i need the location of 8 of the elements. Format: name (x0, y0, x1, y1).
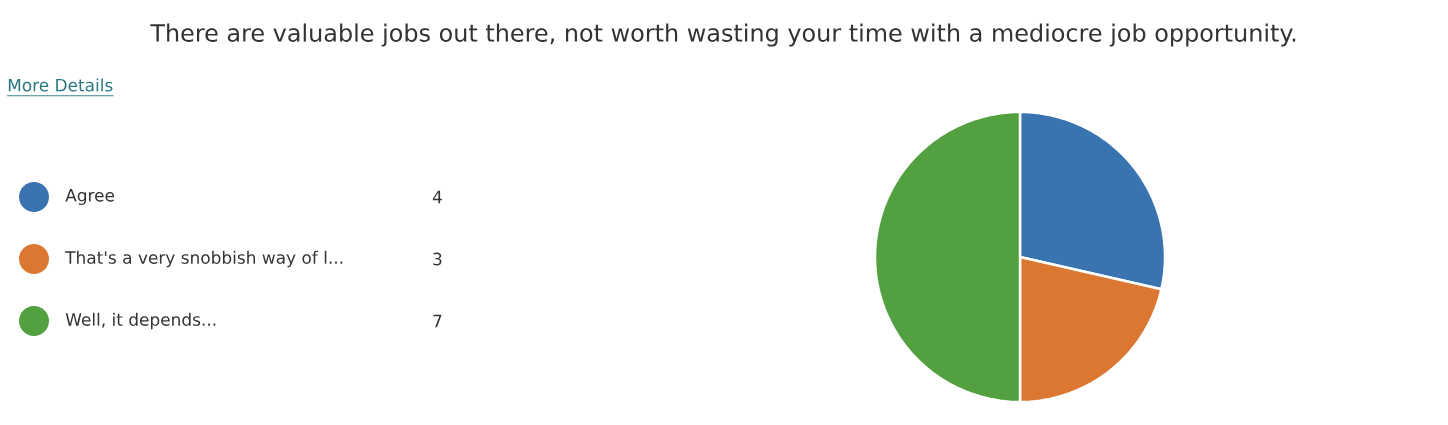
data-label: 4 (432, 190, 442, 204)
text: More Details (8, 78, 113, 92)
data-label: 3 (433, 252, 442, 266)
data-label: 7 (433, 314, 442, 328)
chart-title: There are valuable jobs out there, not worth wasting your time with a mediocre job opportunity. (150, 23, 1296, 47)
legend-label: That's a very snobbish way of l... (65, 250, 343, 268)
legend-label: Well, it depends... (65, 312, 216, 330)
legend-label: Agree (65, 189, 115, 205)
